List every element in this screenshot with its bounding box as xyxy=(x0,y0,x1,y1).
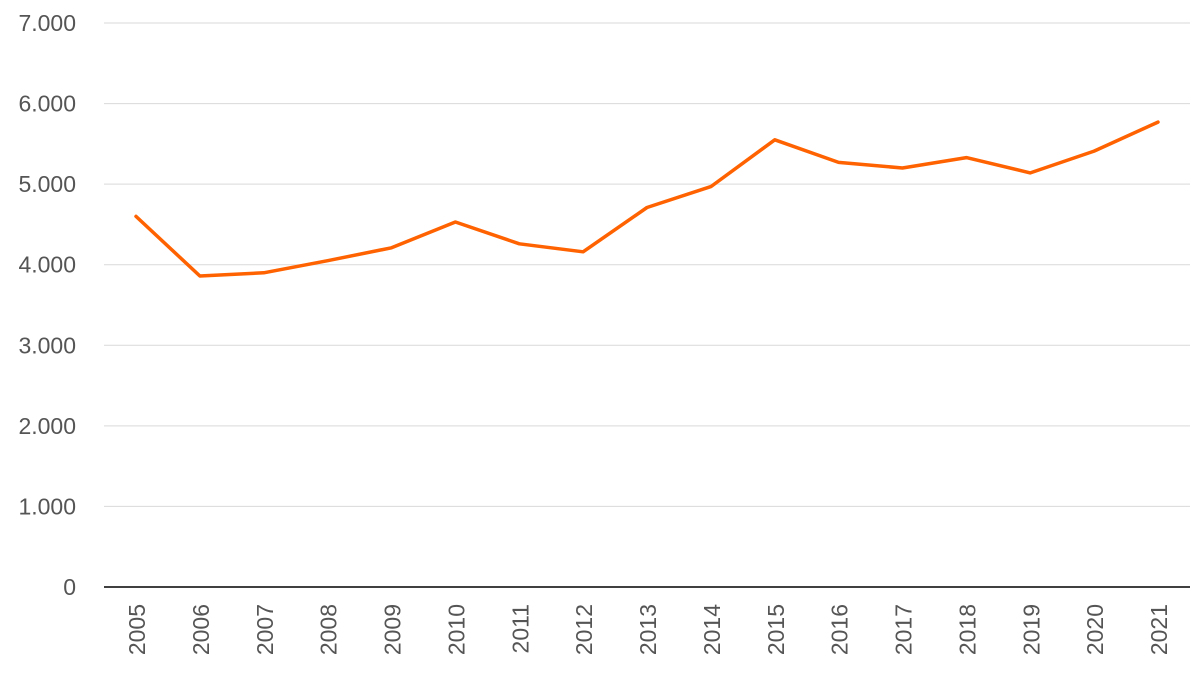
gridlines xyxy=(104,22,1190,507)
y-tick-label: 5.000 xyxy=(18,171,76,197)
x-tick-label: 2010 xyxy=(443,604,469,655)
y-tick-label: 2.000 xyxy=(18,413,76,439)
series xyxy=(134,120,1160,278)
x-axis-ticks: 2005 2006 2007 2008 2009 2010 2011 2012 2013 2014… xyxy=(124,604,1172,655)
y-tick-label: 7.000 xyxy=(18,10,76,36)
x-tick-label: 2020 xyxy=(1082,604,1108,655)
x-tick-label: 2018 xyxy=(954,604,980,655)
x-tick-label: 2009 xyxy=(380,604,406,655)
x-tick-label: 2011 xyxy=(507,604,533,653)
x-tick-label: 2014 xyxy=(699,604,725,655)
x-tick-label: 2006 xyxy=(188,604,214,655)
x-tick-label: 2015 xyxy=(763,604,789,655)
x-tick-label: 2008 xyxy=(316,604,342,655)
x-tick-label: 2019 xyxy=(1018,604,1044,655)
x-tick-label: 2005 xyxy=(124,604,150,655)
x-tick-label: 2021 xyxy=(1146,604,1172,655)
y-axis-ticks: 0 1.000 2.000 3.000 4.000 5.000 6.000 7.000 xyxy=(18,10,76,600)
y-tick-label: 3.000 xyxy=(18,332,76,358)
x-tick-label: 2016 xyxy=(827,604,853,655)
x-tick-label: 2007 xyxy=(252,604,278,655)
y-tick-label: 6.000 xyxy=(18,91,76,117)
x-tick-label: 2013 xyxy=(635,604,661,655)
x-tick-label: 2012 xyxy=(571,604,597,655)
y-tick-label: 1.000 xyxy=(18,493,76,519)
series-line xyxy=(134,120,1160,278)
y-tick-label: 0 xyxy=(63,574,76,600)
y-tick-label: 4.000 xyxy=(18,252,76,278)
x-tick-label: 2017 xyxy=(891,604,917,655)
